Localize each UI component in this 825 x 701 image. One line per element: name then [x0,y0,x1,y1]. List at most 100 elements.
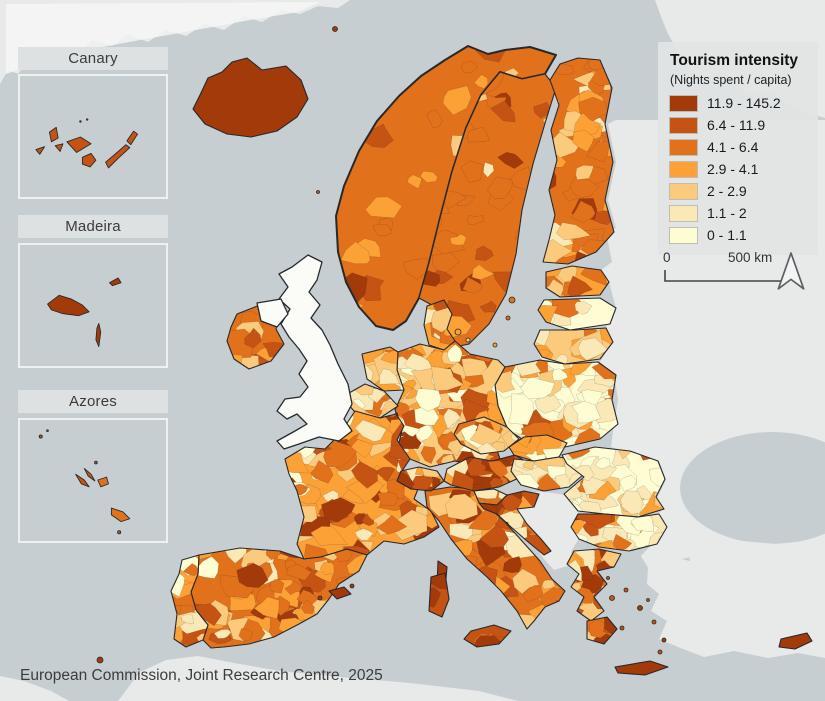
scale-end-label: 500 km [728,250,773,265]
border-balearics [328,586,352,600]
legend-row: 2.9 - 4.1 [669,160,808,178]
islet [349,583,355,589]
inset-label-madeira: Madeira [65,218,121,235]
islet [492,342,498,348]
island [38,434,43,439]
border-netherlands [361,346,405,392]
land-turkey [647,541,825,658]
islet [505,315,511,321]
scale-bar-bracket [664,270,787,282]
inset-header-canary: Canary [18,47,168,70]
inset-panel-canary [18,74,168,199]
island [110,507,131,523]
island [49,126,59,143]
region-northern-ireland-no-data [256,298,289,328]
legend-row: 1.1 - 2 [669,204,808,222]
islet [465,337,471,343]
legend-label: 0 - 1.1 [707,227,747,243]
canary-islands-map [35,118,138,169]
legend-label: 11.9 - 145.2 [707,95,781,111]
border-peloponnese [586,616,618,645]
border-belgium [341,383,399,419]
border-sicily [463,624,512,648]
islet [316,190,320,194]
islet [606,576,610,580]
border-hungary [510,456,585,492]
islet [661,637,667,643]
inset-label-canary: Canary [68,50,118,67]
region-sicily [464,625,511,647]
black-sea [680,432,825,544]
legend-row: 2 - 2.9 [669,182,808,200]
islet [332,26,338,32]
legend-row: 6.4 - 11.9 [669,116,808,134]
border-lithuania [533,327,614,365]
legend-swatch [669,138,698,156]
border-switzerland [396,466,445,492]
island [79,120,82,123]
islet [623,587,629,593]
region-cyprus [779,633,812,649]
island [66,136,92,153]
legend-swatch [669,182,698,200]
border-sardinia [428,572,450,618]
land-africa [118,656,518,701]
island [81,153,97,168]
region-switzerland [397,467,444,491]
island [117,530,122,535]
island [46,429,49,432]
island [47,294,90,317]
islet [657,649,663,655]
legend-swatch [669,204,698,222]
island [105,144,131,169]
island [94,460,98,465]
legend: Tourism intensity (Nights spent / capita… [658,42,818,255]
border-finland [542,57,615,265]
border-crete [614,660,669,676]
land-western-balkans [511,492,578,570]
region-uk-no-data [276,254,353,450]
legend-row: 0 - 1.1 [669,226,808,244]
border-greece [566,548,622,622]
region-belgium [342,384,398,418]
islet [96,656,104,664]
islet [454,328,462,336]
region-iceland [193,58,308,137]
azores-map [38,429,131,535]
greenland-icecap [6,2,320,74]
island [75,473,90,488]
border-iceland [192,57,309,138]
island [35,146,46,155]
islet [651,619,657,625]
border-slovakia [508,434,568,462]
attribution-text: European Commission, Joint Research Cent… [20,667,383,684]
legend-row: 4.1 - 6.4 [669,138,808,156]
legend-label: 1.1 - 2 [707,205,747,221]
border-bulgaria [570,513,668,552]
border-estonia [545,265,610,298]
inset-panel-madeira [18,243,168,368]
legend-swatch [669,94,698,112]
islet [609,595,615,601]
inset-panel-azores [18,418,168,543]
border-latvia [537,297,617,331]
islet [646,598,650,602]
island [109,277,122,287]
legend-swatch [669,226,698,244]
legend-label: 4.1 - 6.4 [707,139,759,155]
legend-label: 2.9 - 4.1 [707,161,759,177]
island [95,322,102,348]
border-cyprus [778,632,813,650]
islet [619,625,625,631]
border-czechia [453,416,520,455]
island [54,143,64,152]
north-arrow-icon [777,252,805,290]
land-africa-west [0,676,69,701]
island [126,130,138,146]
legend-row: 11.9 - 145.2 [669,94,808,112]
islet [637,605,643,611]
border-portugal [170,554,209,648]
inset-label-azores: Azores [69,393,117,410]
scale-start-label: 0 [663,250,671,265]
